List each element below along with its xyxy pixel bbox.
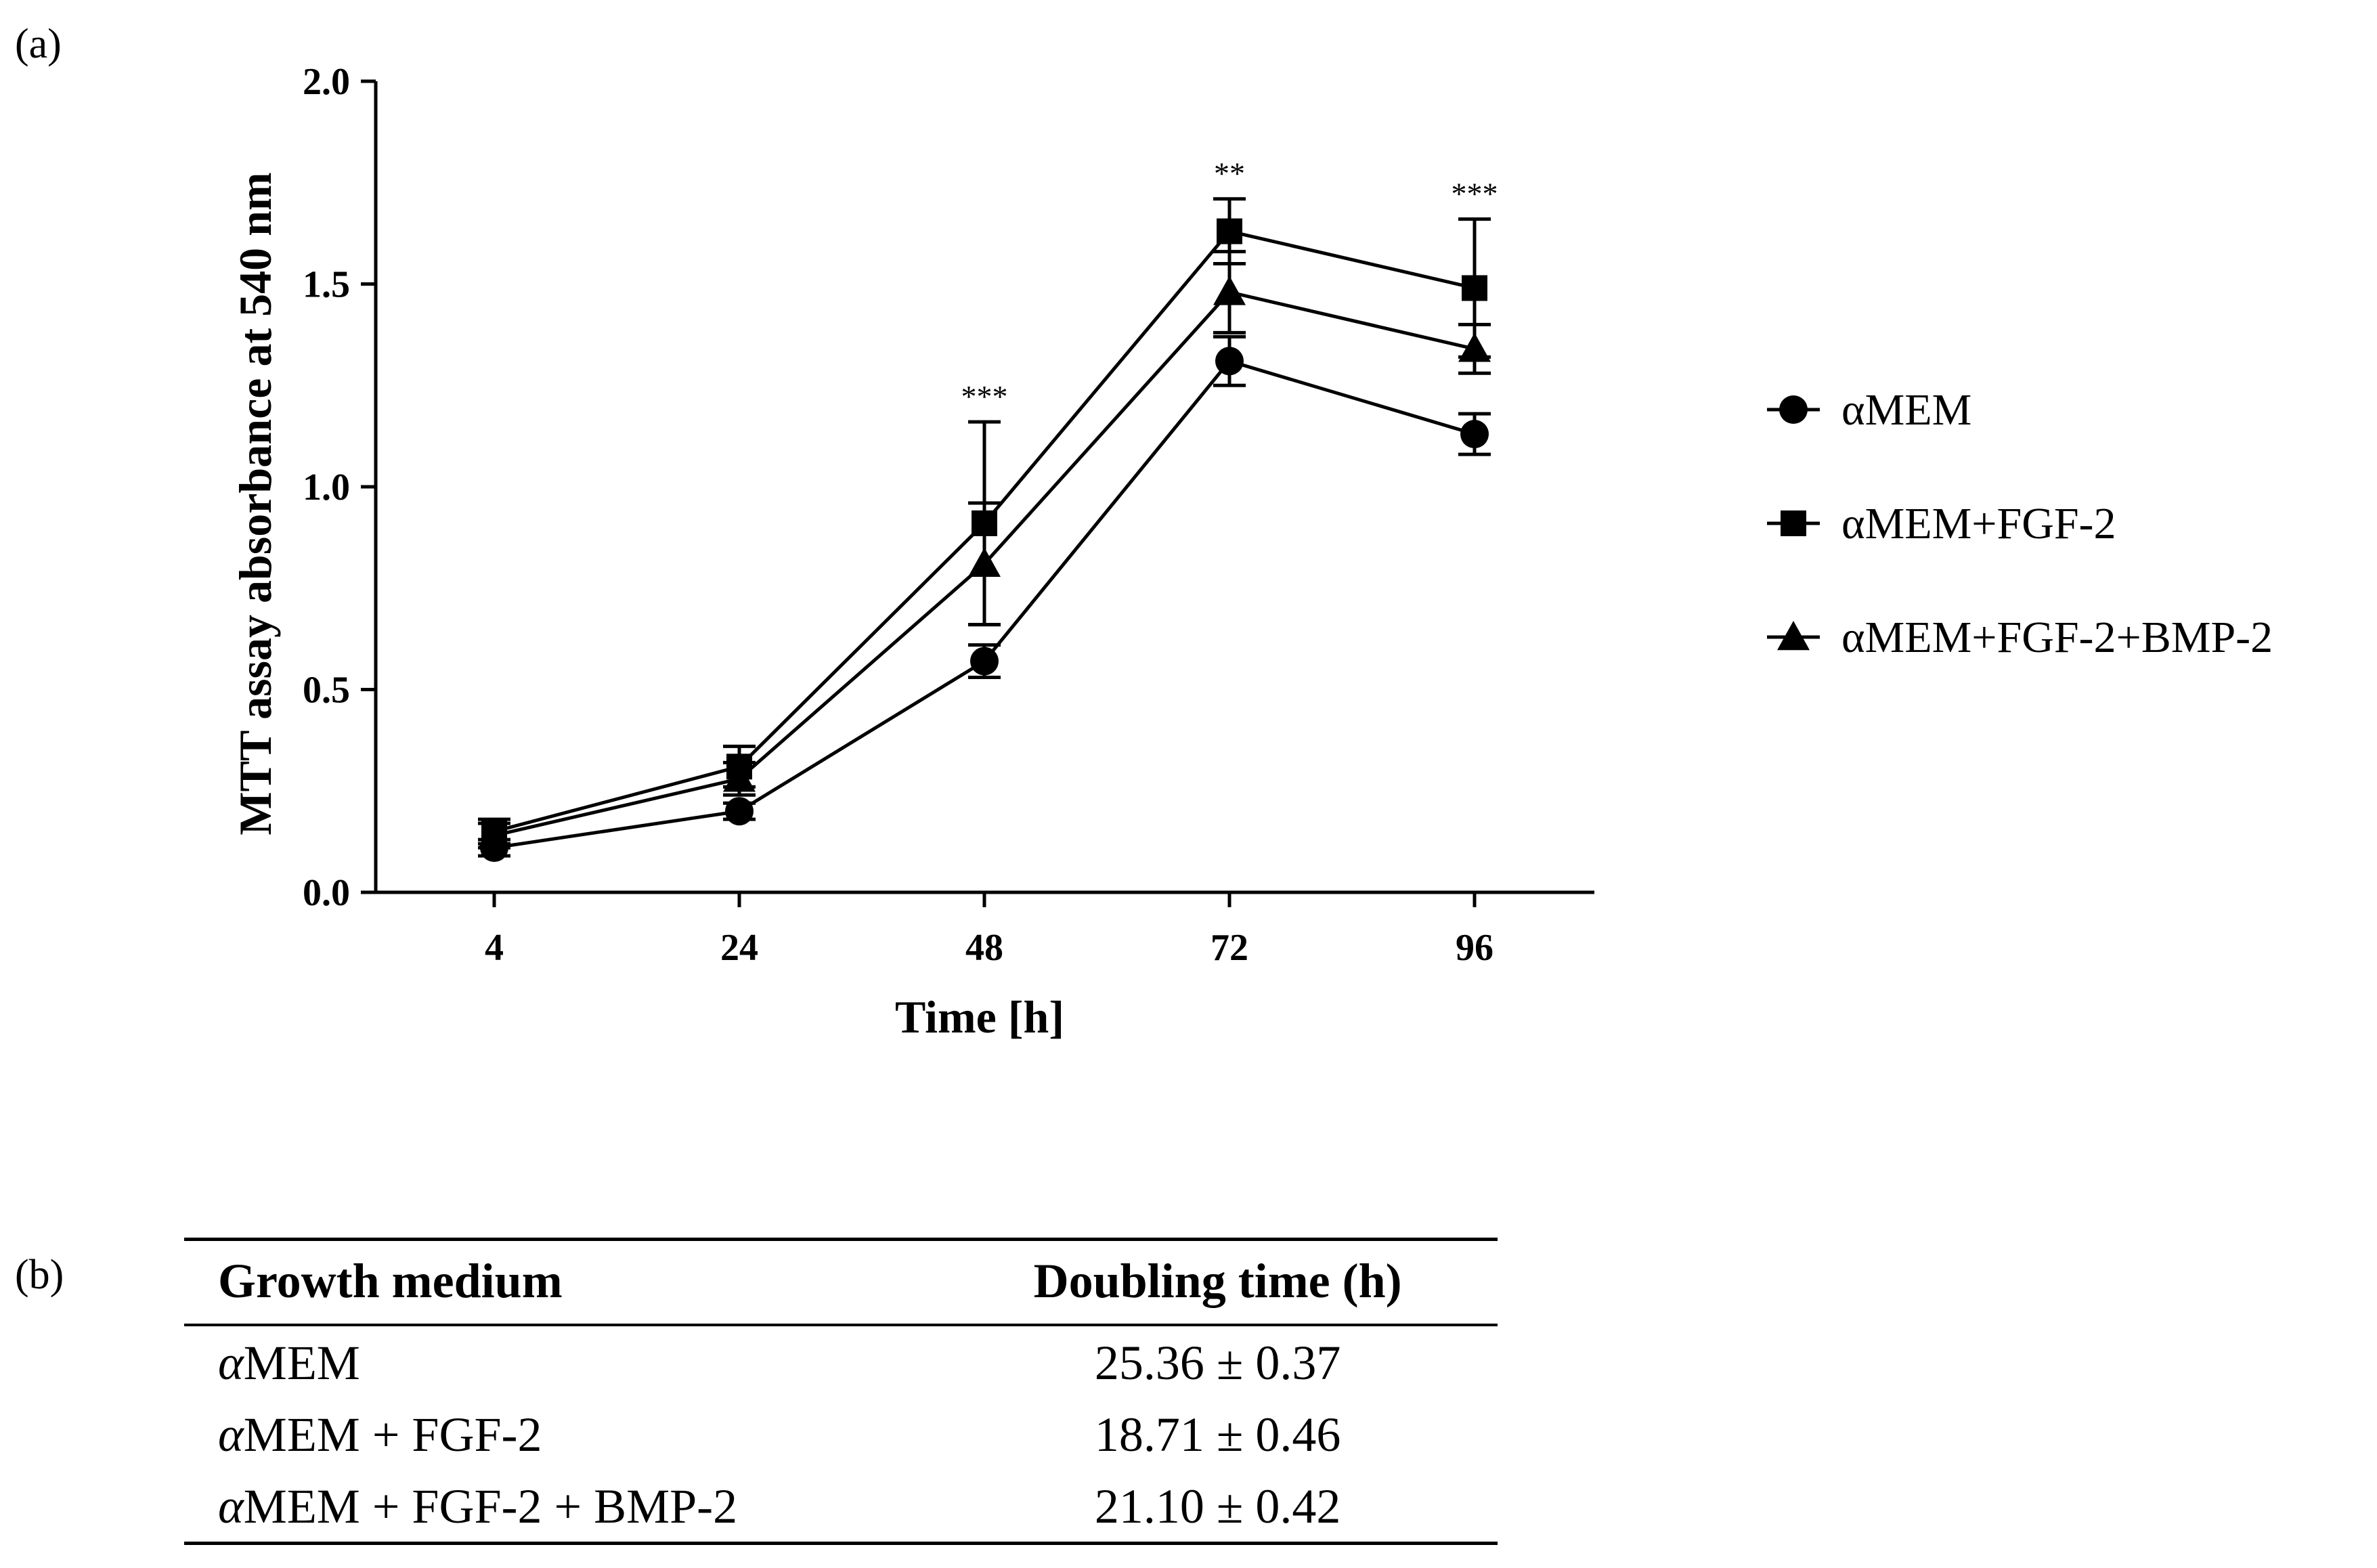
legend-item: αMEM+FGF-2 [1767,499,2116,548]
x-axis-title: Time [h] [895,991,1064,1043]
legend-item: αMEM [1767,385,1971,435]
cell-medium: αMEM + FGF-2 [184,1398,938,1470]
x-tick-label: 4 [485,927,504,969]
series-circle [478,334,1491,863]
panel-a-label: (a) [15,21,62,67]
significance-label: ** [1214,156,1245,191]
y-axis-title: MTT assay absorbance at 540 nm [230,172,281,835]
legend-label: αMEM+FGF-2 [1841,499,2116,548]
alpha-symbol: α [218,1335,244,1390]
y-tick-label: 1.0 [303,466,350,508]
cell-medium: αMEM + FGF-2 + BMP-2 [184,1470,938,1545]
data-point-circle [970,647,999,676]
cell-doubling-time: 21.10 ± 0.42 [938,1470,1498,1545]
x-tick-label: 48 [965,927,1003,969]
chart-annotations: ******** [961,156,1498,414]
table-row: αMEM + FGF-2 + BMP-2 21.10 ± 0.42 [184,1470,1498,1545]
data-point-circle [1215,347,1244,376]
medium-text: MEM [243,1335,360,1390]
table-row: αMEM 25.36 ± 0.37 [184,1325,1498,1398]
medium-text: MEM + FGF-2 + BMP-2 [243,1479,738,1533]
data-point-square [1462,275,1487,301]
y-tick-label: 0.5 [303,670,350,712]
data-point-triangle [968,547,1001,578]
data-point-triangle [1777,621,1810,651]
panel-b-label: (b) [15,1252,64,1298]
significance-label: *** [1452,177,1498,211]
medium-text: MEM + FGF-2 [243,1407,542,1462]
alpha-symbol: α [218,1407,244,1462]
alpha-symbol: α [218,1479,244,1533]
y-tick-label: 2.0 [303,61,350,103]
data-point-triangle [478,819,510,849]
chart-series [478,197,1491,863]
mtt-line-chart: 0.0 0.5 1.0 1.5 2.0 4 24 48 72 96 Time [h] MTT assa… [230,61,2273,1043]
data-point-circle [1779,395,1808,424]
legend-label: αMEM [1841,385,1971,435]
data-point-triangle [723,762,756,792]
doubling-time-table: Growth medium Doubling time (h) αMEM 25.… [184,1238,1498,1545]
table-header-row: Growth medium Doubling time (h) [184,1238,1498,1326]
chart-legend: αMEM αMEM+FGF-2 αMEM+FGF-2+BMP-2 [1767,385,2273,662]
legend-label: αMEM+FGF-2+BMP-2 [1841,613,2273,662]
y-tick-label: 1.5 [303,264,350,306]
significance-label: *** [961,379,1008,414]
x-tick-label: 24 [720,927,758,969]
y-tick-label: 0.0 [303,872,350,914]
series-triangle [478,250,1491,850]
doubling-time-table-wrap: Growth medium Doubling time (h) αMEM 25.… [184,1238,1498,1545]
data-point-circle [725,797,754,826]
data-point-square [1781,510,1806,536]
x-tick-label: 96 [1456,927,1493,969]
data-point-triangle [1458,332,1491,362]
legend-item: αMEM+FGF-2+BMP-2 [1767,613,2273,662]
data-point-circle [1460,420,1489,449]
data-point-triangle [1213,276,1246,305]
chart-axes: 0.0 0.5 1.0 1.5 2.0 4 24 48 72 96 Time [h] MTT assa… [230,61,1594,1043]
cell-medium: αMEM [184,1325,938,1398]
cell-doubling-time: 18.71 ± 0.46 [1094,1407,1341,1462]
cell-doubling-time: 25.36 ± 0.37 [1094,1335,1341,1390]
header-doubling-time: Doubling time (h) [938,1238,1498,1326]
data-point-square [1217,218,1242,244]
x-tick-label: 72 [1211,927,1248,969]
table-row: αMEM + FGF-2 18.71 ± 0.46 [184,1398,1498,1470]
header-growth-medium: Growth medium [184,1238,938,1326]
